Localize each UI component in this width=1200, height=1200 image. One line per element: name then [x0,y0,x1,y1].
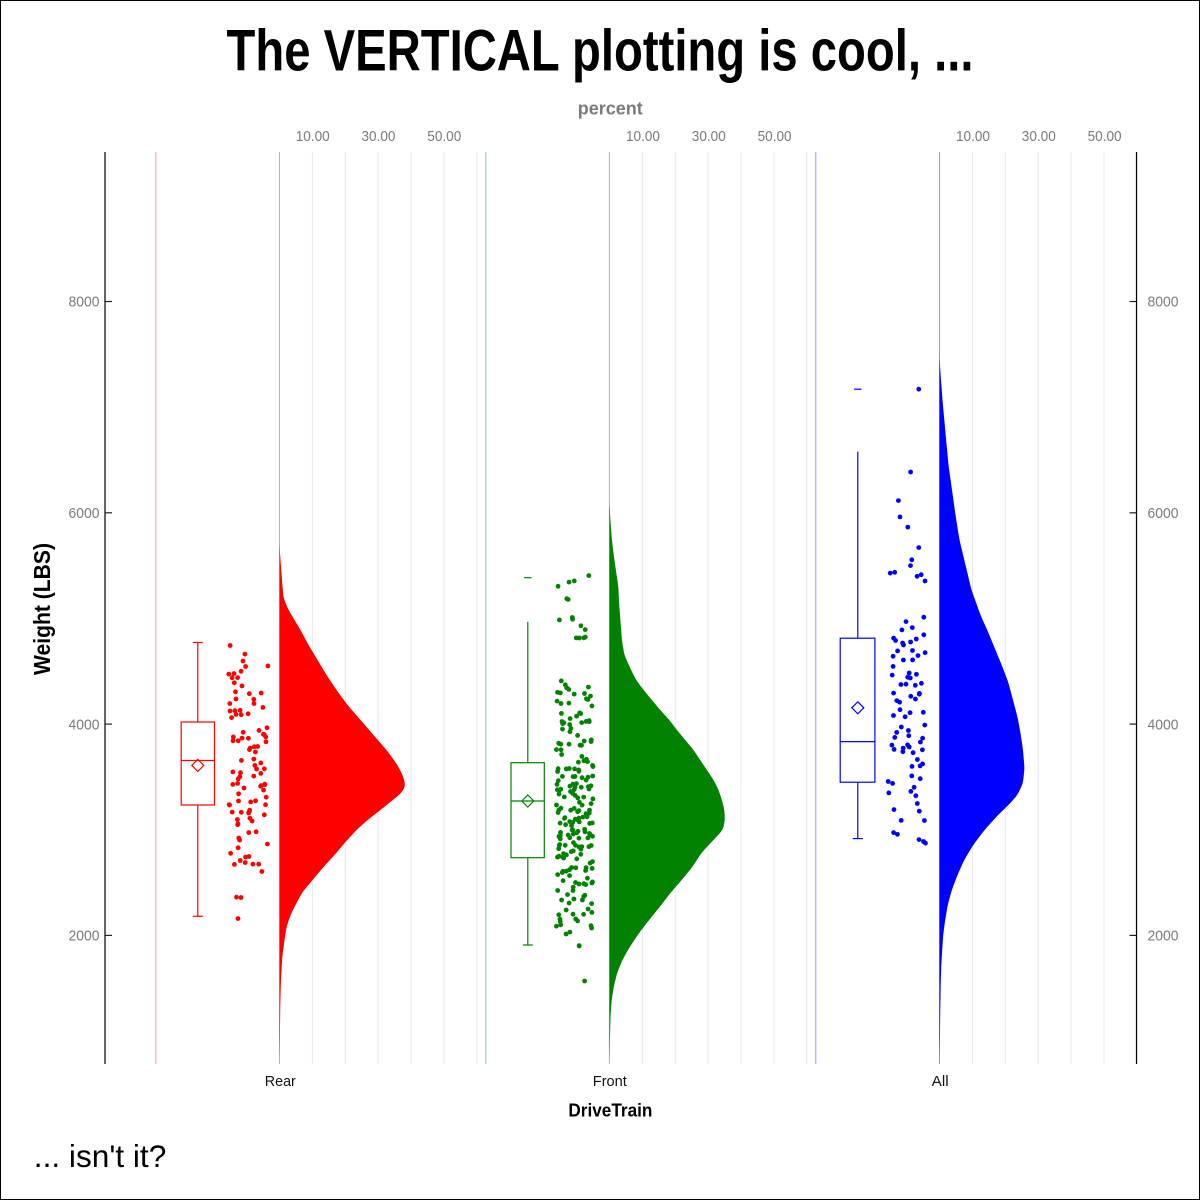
svg-text:6000: 6000 [69,505,100,522]
svg-text:4000: 4000 [1148,716,1179,733]
svg-text:The VERTICAL plotting is cool,: The VERTICAL plotting is cool, ... [227,19,974,84]
svg-text:8000: 8000 [69,294,100,311]
svg-text:30.00: 30.00 [692,128,726,145]
svg-text:2000: 2000 [69,928,100,945]
svg-text:... isn't it?: ... isn't it? [34,1138,167,1174]
svg-text:6000: 6000 [1148,505,1179,522]
svg-text:Weight (LBS): Weight (LBS) [29,543,55,675]
svg-text:4000: 4000 [69,716,100,733]
svg-text:2000: 2000 [1148,928,1179,945]
svg-text:percent: percent [578,99,643,119]
svg-text:10.00: 10.00 [296,128,330,145]
svg-text:Rear: Rear [265,1073,296,1090]
svg-text:50.00: 50.00 [758,128,792,145]
svg-text:30.00: 30.00 [362,128,396,145]
svg-text:All: All [932,1073,949,1090]
svg-text:Front: Front [593,1073,628,1090]
svg-text:50.00: 50.00 [427,128,461,145]
svg-text:50.00: 50.00 [1088,128,1122,145]
svg-text:DriveTrain: DriveTrain [568,1101,652,1121]
svg-text:8000: 8000 [1148,294,1179,311]
svg-text:10.00: 10.00 [956,128,990,145]
svg-text:30.00: 30.00 [1022,128,1056,145]
svg-text:10.00: 10.00 [626,128,660,145]
